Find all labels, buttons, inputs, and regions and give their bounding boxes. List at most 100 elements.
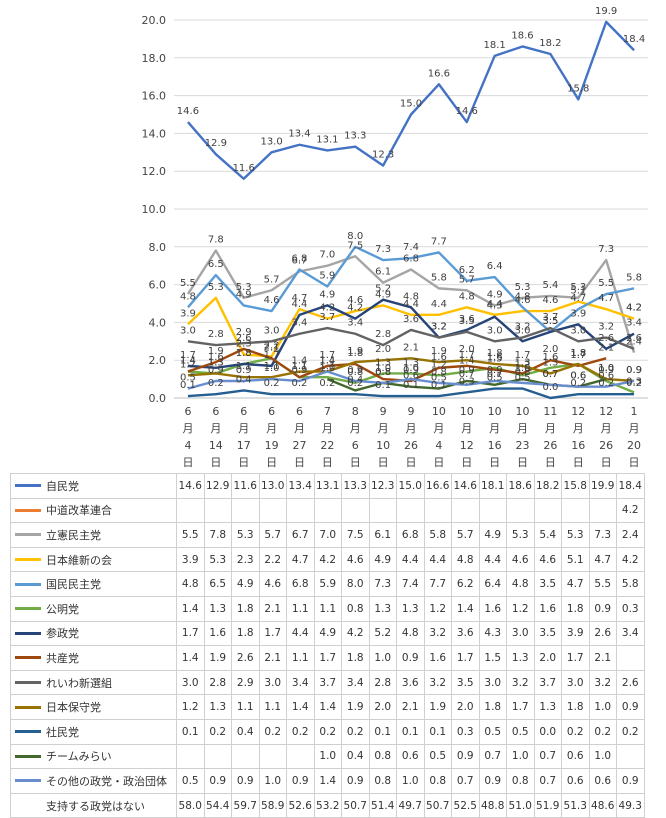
x-tick-label: 23 bbox=[516, 439, 530, 452]
data-label: 2.1 bbox=[403, 342, 419, 353]
table-cell: 1.2 bbox=[176, 694, 205, 720]
table-cell: 54.4 bbox=[203, 792, 232, 818]
table-cell: 1.1 bbox=[258, 694, 287, 720]
table-cell: 4.3 bbox=[478, 620, 507, 647]
table-cell: 1.7 bbox=[561, 645, 590, 671]
table-cell: 7.4 bbox=[396, 571, 425, 597]
table-cell: 51.0 bbox=[506, 792, 535, 818]
legend-label: 自民党 bbox=[46, 479, 79, 493]
data-label: 0.4 bbox=[236, 374, 252, 385]
data-label: 4.6 bbox=[542, 295, 558, 306]
data-label: 2.9 bbox=[236, 327, 252, 338]
data-label: 6.2 bbox=[459, 265, 475, 276]
table-row: 支持する政党はない 58.0 54.4 59.7 58.9 52.6 53.2 50.7 51.… bbox=[10, 792, 645, 818]
table-cell: 1.4 bbox=[176, 645, 205, 671]
data-label: 7.5 bbox=[347, 240, 363, 251]
table-cell: 4.8 bbox=[451, 546, 480, 573]
x-tick-label: 10 bbox=[488, 405, 502, 418]
table-cell: 1.8 bbox=[341, 645, 370, 671]
table-cell: 3.7 bbox=[313, 669, 342, 696]
data-label: 1.0 bbox=[598, 363, 614, 374]
data-label: 1.2 bbox=[515, 359, 531, 370]
x-tick-label: 4 bbox=[435, 439, 442, 452]
table-cell: 1.1 bbox=[286, 645, 315, 671]
data-label: 1.3 bbox=[403, 357, 419, 368]
x-tick-label: 月 bbox=[294, 422, 305, 435]
legend-label: チームみらい bbox=[46, 750, 112, 764]
table-cell: 4.6 bbox=[258, 571, 287, 597]
table-cell: 1.4 bbox=[451, 595, 480, 622]
table-cell bbox=[313, 497, 342, 524]
table-cell: 0.2 bbox=[313, 718, 342, 745]
legend-label: その他の政党・政治団体 bbox=[46, 774, 167, 788]
data-label: 13.0 bbox=[260, 136, 282, 147]
data-label: 1.7 bbox=[180, 350, 196, 361]
table-cell: 48.8 bbox=[478, 792, 507, 818]
data-label: 0.2 bbox=[319, 378, 335, 389]
table-cell: 1.0 bbox=[506, 743, 535, 770]
data-label: 0.2 bbox=[264, 378, 280, 389]
data-label: 3.0 bbox=[180, 325, 196, 336]
table-cell: 16.6 bbox=[423, 473, 452, 499]
data-label: 0.1 bbox=[431, 380, 447, 391]
row-label: 支持する政党はない bbox=[10, 792, 177, 818]
data-label: 3.9 bbox=[570, 308, 586, 319]
table-cell: 0.6 bbox=[561, 768, 590, 794]
legend-label: 公明党 bbox=[46, 602, 79, 616]
table-cell bbox=[588, 497, 617, 524]
data-label: 7.7 bbox=[431, 236, 447, 247]
legend-swatch bbox=[15, 754, 41, 758]
table-cell: 2.0 bbox=[451, 694, 480, 720]
series-line bbox=[187, 370, 635, 390]
data-label: 1.6 bbox=[542, 352, 558, 363]
x-tick-label: 10 bbox=[516, 405, 530, 418]
x-tick-label: 日 bbox=[406, 456, 417, 469]
y-tick-label: 14.0 bbox=[142, 127, 167, 140]
table-cell: 0.9 bbox=[616, 694, 645, 720]
y-tick-label: 2.0 bbox=[149, 354, 167, 367]
x-tick-label: 9 bbox=[380, 405, 387, 418]
data-label: 4.9 bbox=[487, 289, 503, 300]
x-tick-label: 7 bbox=[324, 405, 331, 418]
table-cell: 1.5 bbox=[478, 645, 507, 671]
table-cell: 1.0 bbox=[396, 768, 425, 794]
data-label: 0.7 bbox=[542, 369, 558, 380]
table-cell: 4.6 bbox=[533, 546, 562, 573]
table-cell: 59.7 bbox=[231, 792, 260, 818]
data-label: 3.0 bbox=[487, 325, 503, 336]
data-label: 4.4 bbox=[403, 299, 419, 310]
table-cell: 4.4 bbox=[423, 546, 452, 573]
table-cell: 0.2 bbox=[258, 718, 287, 745]
data-label: 4.6 bbox=[515, 295, 531, 306]
series-line bbox=[187, 298, 635, 369]
x-tick-label: 日 bbox=[322, 456, 333, 469]
data-label: 1.3 bbox=[208, 357, 224, 368]
data-label: 3.5 bbox=[542, 316, 558, 327]
data-label: 8.0 bbox=[347, 231, 363, 242]
x-tick-label: 月 bbox=[350, 422, 361, 435]
data-label: 2.1 bbox=[264, 342, 280, 353]
table-cell: 1.0 bbox=[368, 645, 397, 671]
data-label: 18.4 bbox=[623, 34, 645, 45]
table-cell bbox=[533, 497, 562, 524]
table-cell: 1.0 bbox=[588, 743, 617, 770]
table-cell: 1.8 bbox=[231, 620, 260, 647]
table-cell: 5.3 bbox=[506, 522, 535, 548]
table-cell: 3.2 bbox=[423, 669, 452, 696]
data-label: 1.8 bbox=[570, 348, 586, 359]
legend-swatch bbox=[15, 730, 41, 734]
data-label: 2.6 bbox=[598, 333, 614, 344]
data-label: 2.2 bbox=[264, 340, 280, 351]
data-label: 4.8 bbox=[459, 291, 475, 302]
table-cell: 52.5 bbox=[451, 792, 480, 818]
table-cell: 1.9 bbox=[423, 694, 452, 720]
table-cell: 4.4 bbox=[396, 546, 425, 573]
table-cell bbox=[231, 497, 260, 524]
table-cell: 5.4 bbox=[533, 522, 562, 548]
table-cell: 0.5 bbox=[423, 743, 452, 770]
data-label: 3.4 bbox=[626, 318, 642, 329]
legend-swatch bbox=[15, 582, 41, 586]
table-cell: 4.9 bbox=[368, 546, 397, 573]
x-tick-label: 月 bbox=[573, 422, 584, 435]
data-label: 0.8 bbox=[347, 367, 363, 378]
